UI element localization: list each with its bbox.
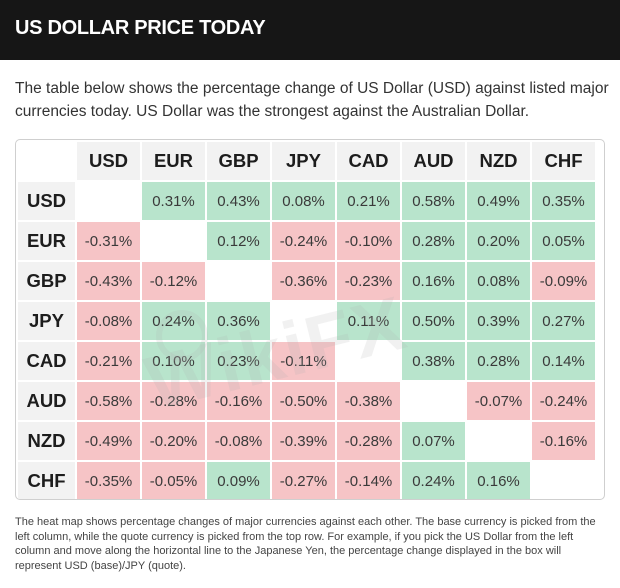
heatmap-row: USD 0.31% 0.43% 0.08% 0.21% 0.58% 0.49% 0.35% <box>18 182 595 220</box>
heatmap-cell: -0.07% <box>467 382 530 420</box>
heatmap-cell: -0.08% <box>207 422 270 460</box>
heatmap-cell-empty <box>77 182 140 220</box>
heatmap-cell: 0.31% <box>142 182 205 220</box>
heatmap-cell-empty <box>337 342 400 380</box>
column-header: NZD <box>467 142 530 180</box>
heatmap-cell: 0.43% <box>207 182 270 220</box>
heatmap-cell: -0.05% <box>142 462 205 499</box>
currency-heatmap: USD EUR GBP JPY CAD AUD NZD CHF USD 0.31%… <box>15 139 605 500</box>
heatmap-cell: -0.08% <box>77 302 140 340</box>
heatmap-cell: -0.28% <box>337 422 400 460</box>
column-header: JPY <box>272 142 335 180</box>
heatmap-cell: 0.10% <box>142 342 205 380</box>
row-header: GBP <box>18 262 75 300</box>
heatmap-cell: -0.23% <box>337 262 400 300</box>
heatmap-cell: 0.50% <box>402 302 465 340</box>
column-header: GBP <box>207 142 270 180</box>
heatmap-cell: -0.16% <box>532 422 595 460</box>
heatmap-cell-empty <box>467 422 530 460</box>
header-bar: US DOLLAR PRICE TODAY <box>0 0 620 60</box>
row-header: AUD <box>18 382 75 420</box>
heatmap-cell: -0.12% <box>142 262 205 300</box>
corner-cell <box>18 142 75 180</box>
heatmap-cell: -0.35% <box>77 462 140 499</box>
heatmap-cell: 0.12% <box>207 222 270 260</box>
row-header: CHF <box>18 462 75 499</box>
heatmap-cell: -0.27% <box>272 462 335 499</box>
column-header: AUD <box>402 142 465 180</box>
column-header: CHF <box>532 142 595 180</box>
heatmap-cell: -0.16% <box>207 382 270 420</box>
heatmap-cell: -0.38% <box>337 382 400 420</box>
column-header: CAD <box>337 142 400 180</box>
heatmap-cell: -0.21% <box>77 342 140 380</box>
heatmap-cell: 0.21% <box>337 182 400 220</box>
heatmap-cell: -0.11% <box>272 342 335 380</box>
heatmap-cell: 0.24% <box>142 302 205 340</box>
heatmap-row: GBP -0.43% -0.12% -0.36% -0.23% 0.16% 0.08% -0.… <box>18 262 595 300</box>
heatmap-row: JPY -0.08% 0.24% 0.36% 0.11% 0.50% 0.39% 0.27% <box>18 302 595 340</box>
heatmap-cell: 0.08% <box>272 182 335 220</box>
heatmap-cell: 0.28% <box>402 222 465 260</box>
heatmap-cell: -0.39% <box>272 422 335 460</box>
heatmap-cell: 0.27% <box>532 302 595 340</box>
row-header: USD <box>18 182 75 220</box>
column-header-row: USD EUR GBP JPY CAD AUD NZD CHF <box>18 142 595 180</box>
heatmap-cell: 0.05% <box>532 222 595 260</box>
heatmap-cell-empty <box>207 262 270 300</box>
heatmap-cell: -0.09% <box>532 262 595 300</box>
heatmap-row: CAD -0.21% 0.10% 0.23% -0.11% 0.38% 0.28% 0.14% <box>18 342 595 380</box>
heatmap-cell-empty <box>402 382 465 420</box>
heatmap-cell: 0.49% <box>467 182 530 220</box>
heatmap-cell: -0.49% <box>77 422 140 460</box>
page-title: US DOLLAR PRICE TODAY <box>15 17 266 39</box>
heatmap-cell: 0.16% <box>467 462 530 499</box>
heatmap-cell: 0.23% <box>207 342 270 380</box>
heatmap-cell: -0.36% <box>272 262 335 300</box>
row-header: CAD <box>18 342 75 380</box>
heatmap-row: CHF -0.35% -0.05% 0.09% -0.27% -0.14% 0.24% 0.1… <box>18 462 595 499</box>
heatmap-cell: 0.24% <box>402 462 465 499</box>
heatmap-row: NZD -0.49% -0.20% -0.08% -0.39% -0.28% 0.07% -0… <box>18 422 595 460</box>
heatmap-cell: -0.10% <box>337 222 400 260</box>
heatmap-cell: -0.31% <box>77 222 140 260</box>
heatmap-cell: 0.38% <box>402 342 465 380</box>
heatmap-cell: 0.14% <box>532 342 595 380</box>
heatmap-cell: -0.14% <box>337 462 400 499</box>
heatmap-cell: -0.50% <box>272 382 335 420</box>
column-header: USD <box>77 142 140 180</box>
heatmap-cell: -0.58% <box>77 382 140 420</box>
heatmap-cell-empty <box>272 302 335 340</box>
heatmap-cell: 0.07% <box>402 422 465 460</box>
heatmap-cell: 0.39% <box>467 302 530 340</box>
heatmap-cell: 0.11% <box>337 302 400 340</box>
heatmap-cell: 0.08% <box>467 262 530 300</box>
column-header: EUR <box>142 142 205 180</box>
heatmap-cell: 0.35% <box>532 182 595 220</box>
row-header: JPY <box>18 302 75 340</box>
heatmap-cell: 0.09% <box>207 462 270 499</box>
heatmap-cell: 0.58% <box>402 182 465 220</box>
intro-paragraph: The table below shows the percentage cha… <box>15 80 609 120</box>
heatmap-row: AUD -0.58% -0.28% -0.16% -0.50% -0.38% -0.07% -… <box>18 382 595 420</box>
heatmap-cell: -0.20% <box>142 422 205 460</box>
row-header: NZD <box>18 422 75 460</box>
heatmap-cell: -0.43% <box>77 262 140 300</box>
heatmap-cell: 0.16% <box>402 262 465 300</box>
heatmap-cell-empty <box>532 462 595 499</box>
heatmap-cell-empty <box>142 222 205 260</box>
heatmap-row: EUR -0.31% 0.12% -0.24% -0.10% 0.28% 0.20% 0.05… <box>18 222 595 260</box>
heatmap-cell: -0.24% <box>272 222 335 260</box>
heatmap-cell: 0.28% <box>467 342 530 380</box>
footnote: The heat map shows percentage changes of… <box>15 516 596 573</box>
row-header: EUR <box>18 222 75 260</box>
heatmap-cell: 0.36% <box>207 302 270 340</box>
heatmap-cell: -0.24% <box>532 382 595 420</box>
heatmap-table: USD EUR GBP JPY CAD AUD NZD CHF USD 0.31%… <box>16 140 597 499</box>
heatmap-cell: -0.28% <box>142 382 205 420</box>
heatmap-cell: 0.20% <box>467 222 530 260</box>
